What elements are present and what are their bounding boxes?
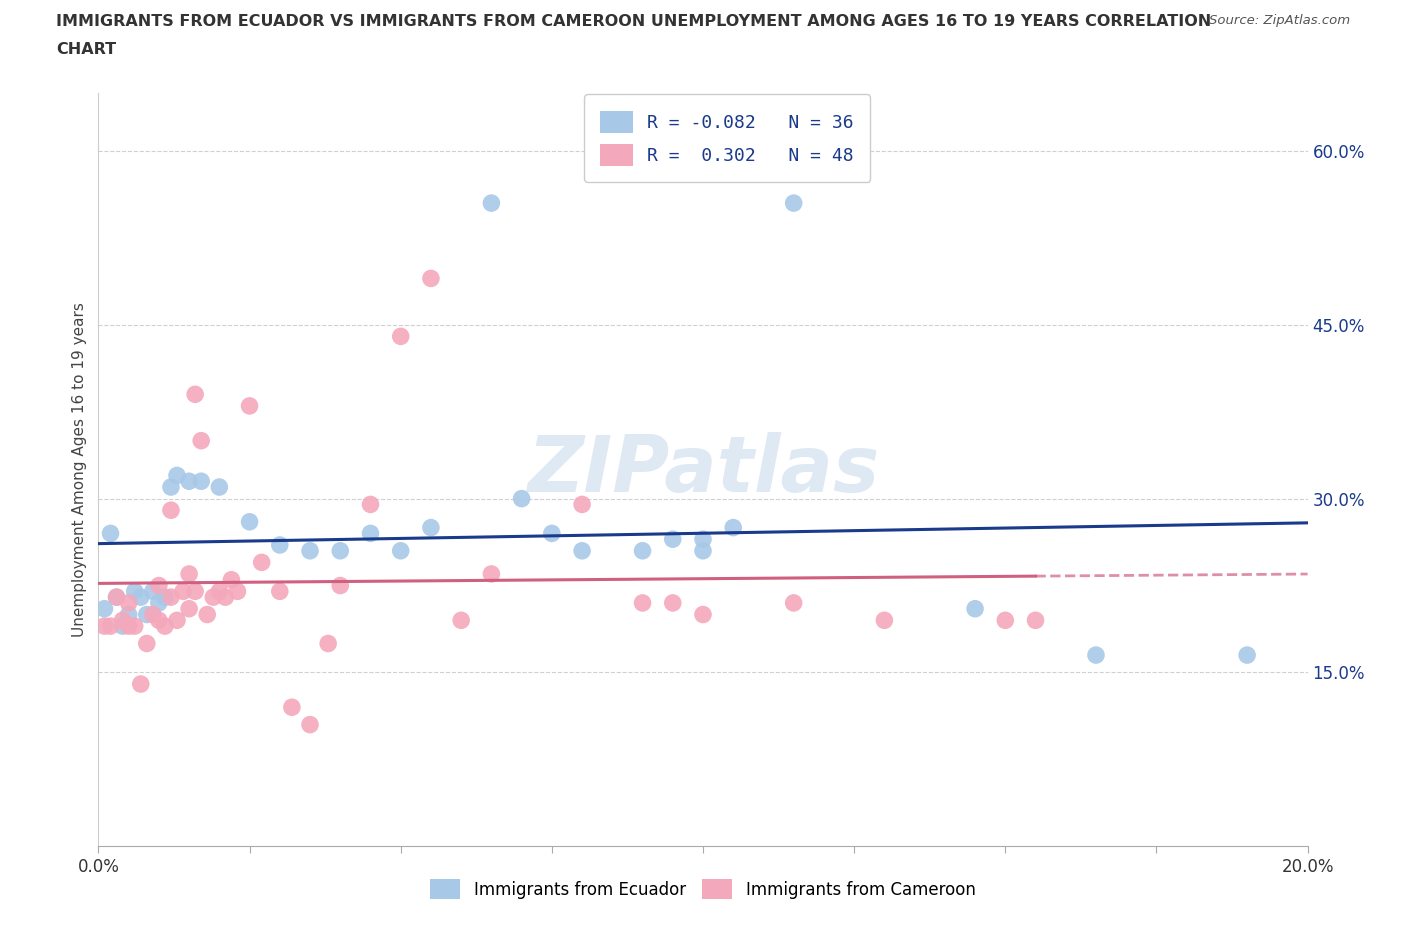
Point [166,468,188,483]
Point [105,590,128,604]
Point [208,480,231,495]
Point [239,514,262,529]
Text: CHART: CHART [56,42,117,57]
Point [281,699,304,714]
Point [135,607,157,622]
Text: IMMIGRANTS FROM ECUADOR VS IMMIGRANTS FROM CAMEROON UNEMPLOYMENT AMONG AGES 16 T: IMMIGRANTS FROM ECUADOR VS IMMIGRANTS FR… [56,14,1212,29]
Point [226,584,249,599]
Point [190,473,212,488]
Point [184,387,207,402]
Point [118,607,141,622]
Point [389,329,412,344]
Point [329,578,352,593]
Point [692,532,714,547]
Point [190,433,212,448]
Point [360,497,382,512]
Point [148,613,170,628]
Point [214,590,236,604]
Point [100,618,122,633]
Point [783,595,806,610]
Point [571,543,593,558]
Point [160,503,183,518]
Point [111,618,134,633]
Point [360,526,382,541]
Legend: Immigrants from Ecuador, Immigrants from Cameroon: Immigrants from Ecuador, Immigrants from… [422,870,984,908]
Point [153,590,176,604]
Point [1024,613,1046,628]
Point [142,607,165,622]
Point [481,195,503,210]
Point [1085,647,1108,662]
Point [184,584,207,599]
Point [93,602,115,617]
Point [631,595,654,610]
Point [269,584,291,599]
Point [510,491,533,506]
Point [316,636,339,651]
Point [420,271,443,286]
Point [129,677,152,692]
Point [692,543,714,558]
Point [299,717,322,732]
Point [239,398,262,413]
Point [420,520,443,535]
Y-axis label: Unemployment Among Ages 16 to 19 years: Unemployment Among Ages 16 to 19 years [72,302,87,637]
Point [105,590,128,604]
Point [160,590,183,604]
Point [994,613,1017,628]
Point [172,584,194,599]
Point [783,195,806,210]
Point [142,584,165,599]
Text: ZIPatlas: ZIPatlas [527,432,879,508]
Point [540,526,562,541]
Point [723,520,745,535]
Point [124,618,146,633]
Point [111,613,134,628]
Point [179,473,201,488]
Point [135,636,157,651]
Point [118,618,141,633]
Legend: R = -0.082   N = 36, R =  0.302   N = 48: R = -0.082 N = 36, R = 0.302 N = 48 [583,95,870,182]
Point [148,595,170,610]
Point [202,590,225,604]
Point [118,595,141,610]
Point [481,566,503,581]
Point [179,602,201,617]
Point [269,538,291,552]
Point [179,566,201,581]
Point [93,618,115,633]
Point [299,543,322,558]
Point [153,618,176,633]
Point [129,590,152,604]
Point [873,613,896,628]
Point [1236,647,1258,662]
Point [148,578,170,593]
Point [389,543,412,558]
Point [450,613,472,628]
Point [571,497,593,512]
Point [329,543,352,558]
Point [250,555,273,570]
Point [100,526,122,541]
Point [208,584,231,599]
Point [195,607,218,622]
Point [124,584,146,599]
Point [160,480,183,495]
Point [965,602,987,617]
Text: Source: ZipAtlas.com: Source: ZipAtlas.com [1209,14,1350,27]
Point [166,613,188,628]
Point [631,543,654,558]
Point [661,532,683,547]
Point [661,595,683,610]
Point [221,572,243,587]
Point [692,607,714,622]
